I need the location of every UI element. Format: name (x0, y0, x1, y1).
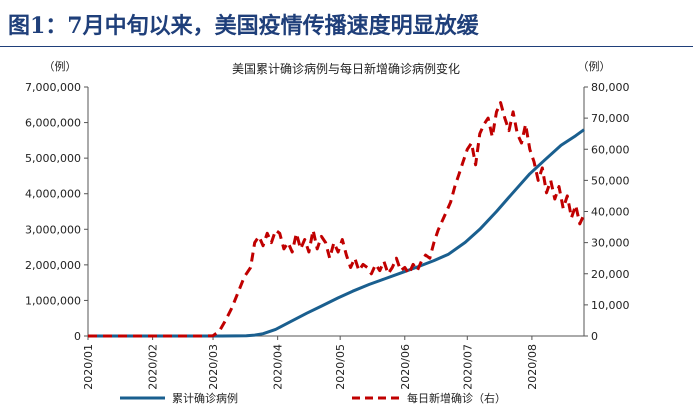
legend-label-cumulative: 累计确诊病例 (172, 391, 238, 405)
right-tick-label: 80,000 (591, 81, 630, 94)
x-tick-label: 2020/03 (207, 344, 220, 390)
x-tick-label: 2020/05 (334, 344, 347, 390)
x-tick-label: 2020/07 (461, 344, 474, 390)
x-tick-label: 2020/01 (82, 344, 95, 390)
left-tick-label: 3,000,000 (25, 223, 81, 236)
x-tick-label: 2020/06 (399, 344, 412, 390)
legend: 累计确诊病例 每日新增确诊（右） (120, 391, 506, 405)
right-tick-label: 10,000 (591, 299, 630, 312)
left-tick-label: 1,000,000 (25, 294, 81, 307)
series-lines (88, 101, 586, 338)
chart-title: 美国累计确诊病例与每日新增确诊病例变化 (232, 61, 460, 76)
right-tick-label: 40,000 (591, 206, 630, 219)
left-axis-ticks: 0 1,000,000 2,000,000 3,000,000 4,000,000 5,0… (25, 81, 88, 343)
right-axis-ticks: 0 10,000 20,000 30,000 40,000 50,000 60,000 70,… (584, 81, 630, 343)
title-divider (0, 46, 693, 47)
cumulative-cases-line (88, 128, 585, 338)
right-tick-label: 20,000 (591, 268, 630, 281)
x-axis-ticks: 2020/01 2020/02 2020/03 2020/04 2020/05 2020/… (82, 336, 539, 390)
left-axis-unit: （例） (44, 59, 77, 73)
daily-new-cases-line (88, 101, 586, 338)
right-tick-label: 0 (591, 330, 598, 343)
figure-title: 图1：7月中旬以来，美国疫情传播速度明显放缓 (8, 13, 479, 39)
right-tick-label: 70,000 (591, 112, 630, 125)
legend-label-daily: 每日新增确诊（右） (407, 391, 506, 405)
left-tick-label: 0 (74, 330, 81, 343)
right-tick-label: 60,000 (591, 143, 630, 156)
right-tick-label: 50,000 (591, 174, 630, 187)
left-tick-label: 7,000,000 (25, 81, 81, 94)
left-tick-label: 6,000,000 (25, 117, 81, 130)
left-tick-label: 5,000,000 (25, 152, 81, 165)
right-tick-label: 30,000 (591, 237, 630, 250)
left-tick-label: 2,000,000 (25, 259, 81, 272)
left-tick-label: 4,000,000 (25, 188, 81, 201)
x-tick-label: 2020/04 (272, 344, 285, 390)
right-axis-unit: （例） (578, 59, 611, 73)
x-tick-label: 2020/08 (526, 344, 539, 390)
x-tick-label: 2020/02 (147, 344, 160, 390)
